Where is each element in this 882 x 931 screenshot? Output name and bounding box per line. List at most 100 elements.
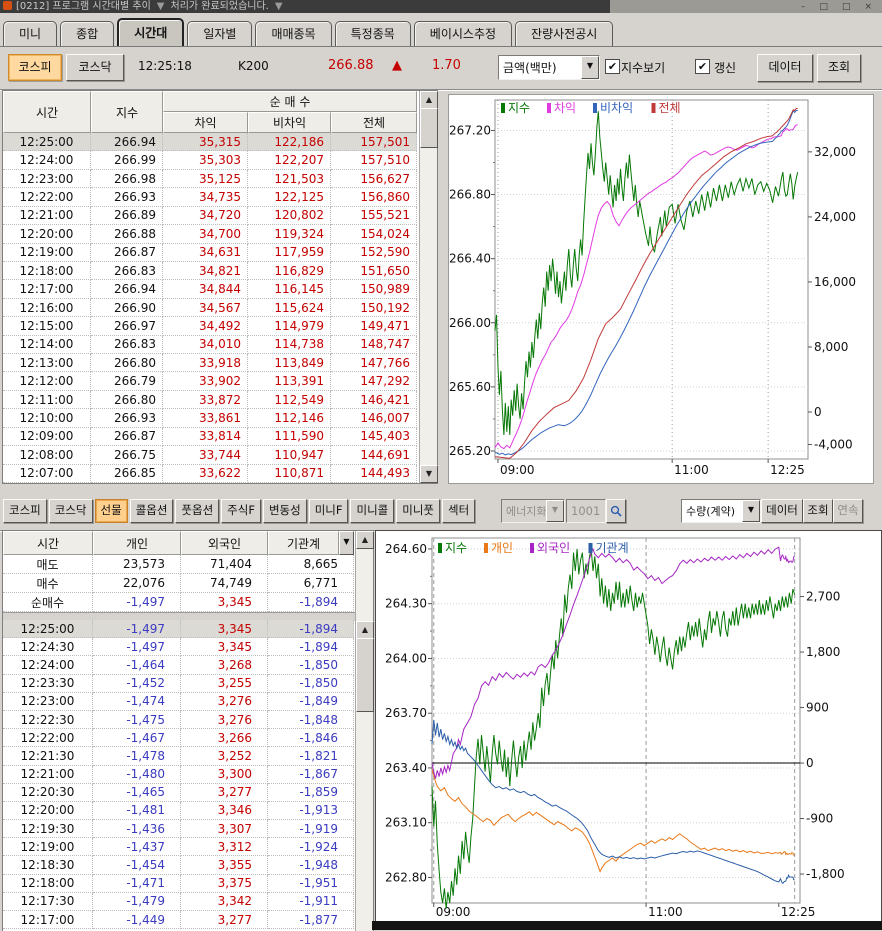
table-row[interactable]: 12:08:00 266.75 33,744 110,947 144,691 <box>3 446 420 465</box>
tab-7[interactable]: 잔량사전공시 <box>515 21 614 46</box>
scroll-up-icon[interactable]: ▲ <box>356 531 374 549</box>
col-header-netbuy-group[interactable]: 순 매 수 <box>163 91 417 112</box>
tab-0[interactable]: 미니 <box>3 21 58 46</box>
cell-time: 12:17:00 <box>3 280 91 299</box>
market-button-10[interactable]: 섹터 <box>441 499 476 523</box>
tab-1[interactable]: 종합 <box>60 21 115 46</box>
table-row[interactable]: 12:20:30 -1,465 3,277 -1,859 <box>3 783 356 802</box>
table-row[interactable]: 12:23:00 266.98 35,125 121,503 156,627 <box>3 169 420 189</box>
chevron-down-icon[interactable]: ▼ <box>274 1 283 12</box>
market-button-2[interactable]: 선물 <box>94 499 128 523</box>
table-row[interactable]: 12:18:00 266.83 34,821 116,829 151,650 <box>3 261 420 281</box>
chevron-down-icon[interactable]: ▼ <box>742 500 760 522</box>
cell-value: 34,844 <box>163 280 248 299</box>
col-header-arbitrage[interactable]: 차익 <box>163 112 248 133</box>
col-header-nonarbitrage[interactable]: 비차익 <box>248 112 331 133</box>
table-row[interactable]: 12:18:00 -1,471 3,375 -1,951 <box>3 874 356 893</box>
data-button-2[interactable]: 데이터 <box>761 499 803 523</box>
market-button-6[interactable]: 변동성 <box>262 499 307 523</box>
vertical-scrollbar[interactable]: ▲ ▲ <box>355 531 374 931</box>
table-row[interactable]: 12:17:30 -1,479 3,342 -1,911 <box>3 892 356 911</box>
table-row[interactable]: 12:19:00 -1,437 3,312 -1,924 <box>3 838 356 857</box>
summary-row[interactable]: 매수 22,076 74,749 6,771 <box>3 574 356 593</box>
table-row[interactable]: 12:23:30 -1,452 3,255 -1,850 <box>3 674 356 693</box>
table-row[interactable]: 12:22:00 -1,467 3,266 -1,846 <box>3 729 356 748</box>
kospi-button[interactable]: 코스피 <box>8 54 62 81</box>
table-row[interactable]: 12:15:00 266.97 34,492 114,979 149,471 <box>3 317 420 336</box>
market-button-7[interactable]: 미니F <box>308 499 349 523</box>
market-button-1[interactable]: 코스닥 <box>48 499 93 523</box>
tab-4[interactable]: 매매종목 <box>255 21 332 46</box>
table-row[interactable]: 12:16:00 266.90 34,567 115,624 150,192 <box>3 298 420 318</box>
market-button-8[interactable]: 미니콜 <box>350 499 395 523</box>
chevron-down-icon[interactable]: ▼ <box>581 56 599 79</box>
table-row[interactable]: 12:12:00 266.79 33,902 113,391 147,292 <box>3 372 420 391</box>
scrollbar-thumb[interactable] <box>420 108 438 148</box>
tab-3[interactable]: 일자별 <box>187 21 253 46</box>
market-button-3[interactable]: 콜옵션 <box>129 499 174 523</box>
minimize-icon[interactable]: – <box>800 1 806 12</box>
table-row[interactable]: 12:09:00 266.87 33,814 111,590 145,403 <box>3 427 420 447</box>
maximize-icon[interactable]: □ <box>819 1 828 12</box>
table-row[interactable]: 12:21:30 -1,478 3,252 -1,821 <box>3 747 356 766</box>
scrollbar-thumb[interactable] <box>356 638 374 712</box>
column-dropdown-button[interactable]: ▼ <box>339 531 354 555</box>
table-row[interactable]: 12:19:00 266.87 34,631 117,959 152,590 <box>3 243 420 262</box>
table-row[interactable]: 12:20:00 266.88 34,700 119,324 154,024 <box>3 225 420 244</box>
col-header-foreign[interactable]: 외국인 <box>181 531 268 555</box>
col-header-institution[interactable]: 기관계 <box>268 531 339 555</box>
scroll-up-icon[interactable]: ▲ <box>356 621 374 639</box>
refresh-checkbox[interactable]: ✔ <box>695 59 710 74</box>
tab-5[interactable]: 특정종목 <box>334 21 411 46</box>
scroll-up-icon[interactable]: ▲ <box>420 91 438 109</box>
quantity-select[interactable]: 수량(계약) ▼ <box>681 499 761 523</box>
table-row[interactable]: 12:11:00 266.80 33,872 112,549 146,421 <box>3 390 420 410</box>
table-row[interactable]: 12:19:30 -1,436 3,307 -1,919 <box>3 820 356 839</box>
chevron-down-icon[interactable]: ▼ <box>156 1 165 12</box>
inquiry-button-2[interactable]: 조회 <box>803 499 833 523</box>
inquiry-button[interactable]: 조회 <box>817 54 861 82</box>
table-row[interactable]: 12:13:00 266.80 33,918 113,849 147,766 <box>3 354 420 373</box>
table-row[interactable]: 12:14:00 266.83 34,010 114,738 148,747 <box>3 335 420 355</box>
close-icon[interactable]: × <box>864 1 872 12</box>
vertical-scrollbar[interactable]: ▲ ▼ <box>419 91 438 483</box>
amount-unit-select[interactable]: 금액(백만) ▼ <box>498 55 600 80</box>
col-header-index[interactable]: 지수 <box>91 91 163 133</box>
search-button[interactable] <box>606 499 626 523</box>
summary-row[interactable]: 순매수 -1,497 3,345 -1,894 <box>3 593 356 612</box>
table-row[interactable]: 12:25:00 -1,497 3,345 -1,894 <box>3 620 356 639</box>
table-row[interactable]: 12:10:00 266.93 33,861 112,146 146,007 <box>3 409 420 428</box>
table-row[interactable]: 12:17:00 266.94 34,844 116,145 150,989 <box>3 280 420 299</box>
table-row[interactable]: 12:24:30 -1,497 3,345 -1,894 <box>3 638 356 657</box>
cell-value: -1,497 <box>93 593 181 612</box>
table-row[interactable]: 12:17:00 -1,449 3,277 -1,877 <box>3 911 356 930</box>
kosdaq-button[interactable]: 코스닥 <box>66 54 124 81</box>
table-row[interactable]: 12:24:00 -1,464 3,268 -1,850 <box>3 656 356 675</box>
table-row[interactable]: 12:22:00 266.93 34,735 122,125 156,860 <box>3 188 420 207</box>
col-header-individual[interactable]: 개인 <box>93 531 181 555</box>
table-row[interactable]: 12:21:00 -1,480 3,300 -1,867 <box>3 765 356 784</box>
table-row[interactable]: 12:25:00 266.94 35,315 122,186 157,501 <box>3 133 420 152</box>
market-button-9[interactable]: 미니풋 <box>396 499 440 523</box>
table-row[interactable]: 12:23:00 -1,474 3,276 -1,849 <box>3 692 356 711</box>
market-button-4[interactable]: 풋옵션 <box>175 499 220 523</box>
table-row[interactable]: 12:21:00 266.89 34,720 120,802 155,521 <box>3 206 420 226</box>
summary-row[interactable]: 매도 23,573 71,404 8,665 <box>3 555 356 574</box>
scroll-down-icon[interactable]: ▼ <box>420 465 438 483</box>
table-row[interactable]: 12:20:00 -1,481 3,346 -1,913 <box>3 801 356 821</box>
tab-6[interactable]: 베이시스추정 <box>413 21 513 46</box>
table-row[interactable]: 12:07:00 266.85 33,622 110,871 144,493 <box>3 464 420 484</box>
tab-2[interactable]: 시간대 <box>117 18 185 46</box>
restore-icon[interactable]: □ <box>841 1 851 12</box>
show-index-checkbox[interactable]: ✔ <box>605 59 620 74</box>
table-row[interactable]: 12:18:30 -1,454 3,355 -1,948 <box>3 856 356 875</box>
cell-value: -1,478 <box>93 747 181 766</box>
col-header-total[interactable]: 전체 <box>331 112 417 133</box>
table-row[interactable]: 12:22:30 -1,475 3,276 -1,848 <box>3 710 356 730</box>
market-button-0[interactable]: 코스피 <box>3 499 47 523</box>
table-row[interactable]: 12:24:00 266.99 35,303 122,207 157,510 <box>3 151 420 170</box>
data-button[interactable]: 데이터 <box>757 54 813 82</box>
market-button-5[interactable]: 주식F <box>221 499 261 523</box>
col-header-time[interactable]: 시간 <box>3 531 93 555</box>
col-header-time[interactable]: 시간 <box>3 91 91 133</box>
